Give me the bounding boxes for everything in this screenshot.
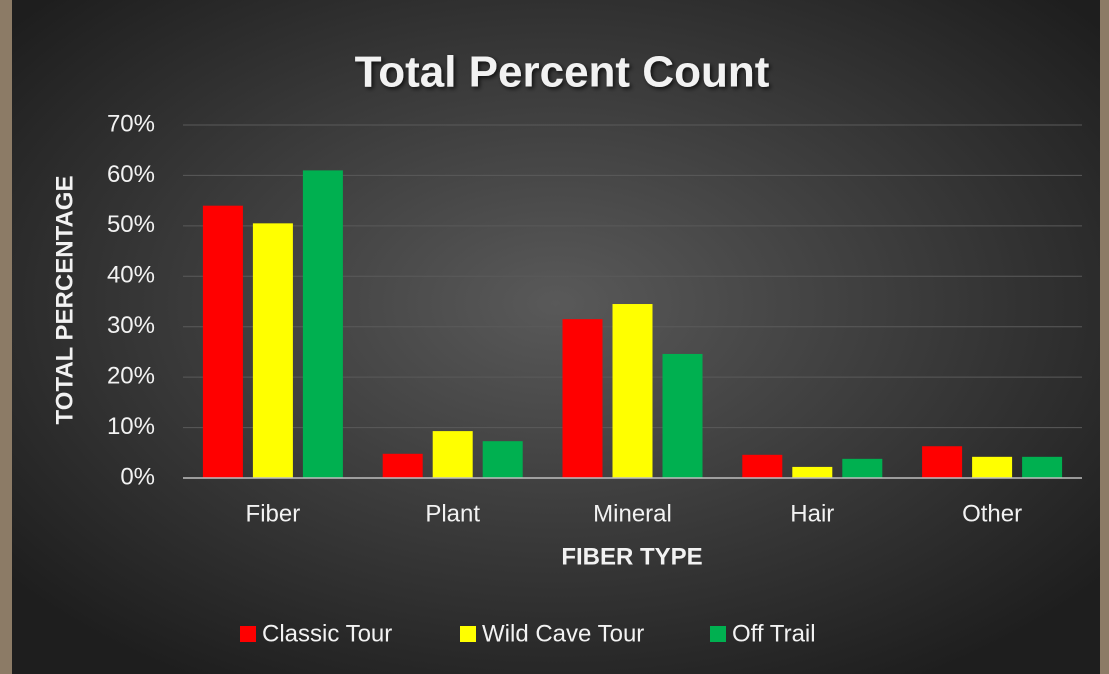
- y-tick-label: 30%: [107, 312, 155, 339]
- legend-label: Wild Cave Tour: [482, 620, 644, 647]
- y-tick-label: 40%: [107, 262, 155, 289]
- bar: [562, 319, 603, 478]
- x-axis-title: FIBER TYPE: [561, 543, 702, 570]
- bar: [662, 353, 703, 478]
- bar: [972, 456, 1013, 478]
- y-tick-label: 20%: [107, 362, 155, 389]
- bar: [482, 441, 523, 478]
- legend-swatch: [240, 626, 256, 642]
- y-tick-label: 50%: [107, 211, 155, 238]
- y-tick-label: 70%: [107, 110, 155, 137]
- bar: [612, 304, 653, 478]
- x-tick-label: Other: [962, 500, 1022, 527]
- bar: [792, 466, 833, 478]
- legend-swatch: [710, 626, 726, 642]
- bar: [202, 205, 243, 478]
- bar: [842, 458, 883, 478]
- bar: [432, 431, 473, 478]
- bar: [1022, 456, 1063, 478]
- x-tick-label: Hair: [790, 500, 834, 527]
- y-axis-title: TOTAL PERCENTAGE: [51, 176, 78, 425]
- bar: [922, 446, 963, 478]
- bar: [742, 454, 783, 478]
- y-tick-label: 60%: [107, 161, 155, 188]
- y-tick-label: 0%: [120, 463, 155, 490]
- chart-background: [12, 0, 1100, 674]
- x-tick-label: Plant: [425, 500, 480, 527]
- bar: [252, 223, 293, 478]
- x-tick-label: Mineral: [593, 500, 672, 527]
- bar: [302, 170, 343, 478]
- y-tick-label: 10%: [107, 413, 155, 440]
- chart-title: Total Percent Count: [355, 48, 770, 97]
- legend-label: Off Trail: [732, 620, 816, 647]
- bar: [382, 453, 423, 478]
- x-tick-label: Fiber: [246, 500, 301, 527]
- legend-label: Classic Tour: [262, 620, 392, 647]
- legend-swatch: [460, 626, 476, 642]
